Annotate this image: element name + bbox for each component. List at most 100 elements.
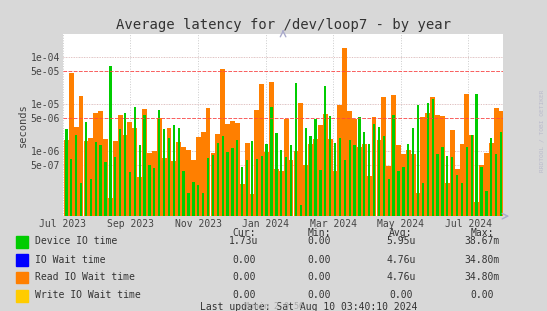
Bar	[397, 171, 400, 216]
Bar	[451, 157, 453, 216]
Bar	[484, 153, 489, 216]
Bar	[181, 147, 186, 216]
Bar	[137, 177, 142, 216]
Bar	[300, 205, 302, 216]
Bar	[313, 139, 318, 216]
Bar	[455, 169, 459, 216]
Bar	[426, 113, 430, 216]
Bar	[74, 128, 79, 216]
Bar	[16, 236, 28, 248]
Bar	[378, 127, 380, 216]
Bar	[500, 132, 502, 216]
Bar	[147, 153, 152, 216]
Bar	[236, 140, 238, 216]
Bar	[113, 141, 118, 216]
Bar	[197, 185, 200, 216]
Bar	[295, 83, 297, 216]
Bar	[446, 156, 449, 216]
Bar	[310, 136, 312, 216]
Bar	[294, 151, 298, 216]
Bar	[441, 147, 444, 216]
Bar	[163, 129, 165, 216]
Text: 0.00: 0.00	[389, 290, 412, 300]
Text: Write IO Wait time: Write IO Wait time	[35, 290, 141, 300]
Bar	[464, 94, 469, 216]
Bar	[417, 105, 419, 216]
Bar	[206, 108, 211, 216]
Bar	[475, 94, 478, 216]
Bar	[94, 113, 98, 216]
Bar	[368, 144, 370, 216]
Bar	[367, 176, 371, 216]
Bar	[138, 145, 141, 216]
Bar	[456, 175, 458, 216]
Bar	[324, 86, 327, 216]
Bar	[188, 193, 190, 216]
Bar	[259, 84, 264, 216]
Bar	[358, 117, 360, 216]
Bar	[329, 116, 331, 216]
Bar	[339, 137, 341, 216]
Bar	[435, 115, 440, 216]
Bar	[225, 124, 230, 216]
Bar	[285, 157, 287, 216]
Bar	[432, 99, 434, 216]
Bar	[231, 148, 234, 216]
Bar	[64, 140, 69, 216]
Bar	[470, 135, 473, 216]
Bar	[245, 143, 249, 216]
Bar	[212, 155, 214, 216]
Bar	[256, 159, 258, 216]
Bar	[230, 121, 235, 216]
Text: 0.00: 0.00	[232, 290, 255, 300]
Text: Last update: Sat Aug 10 03:40:10 2024: Last update: Sat Aug 10 03:40:10 2024	[200, 302, 417, 311]
Text: Cur:: Cur:	[232, 228, 255, 239]
Bar	[226, 151, 229, 216]
Bar	[217, 143, 219, 216]
Bar	[396, 145, 401, 216]
Bar	[16, 290, 28, 302]
Bar	[421, 117, 426, 216]
Bar	[173, 125, 175, 216]
Bar	[240, 184, 245, 216]
Bar	[407, 144, 409, 216]
Bar	[143, 115, 146, 216]
Bar	[124, 113, 126, 216]
Title: Average latency for /dev/loop7 - by year: Average latency for /dev/loop7 - by year	[115, 18, 451, 32]
Bar	[16, 254, 28, 266]
Text: 34.80m: 34.80m	[464, 272, 499, 282]
Text: 0.00: 0.00	[232, 272, 255, 282]
Bar	[133, 107, 136, 216]
Text: Avg:: Avg:	[389, 228, 412, 239]
Text: 4.76u: 4.76u	[386, 272, 416, 282]
Text: 5.95u: 5.95u	[386, 236, 416, 246]
Bar	[123, 135, 127, 216]
Text: 0.00: 0.00	[308, 236, 331, 246]
Bar	[196, 137, 201, 216]
Bar	[465, 147, 468, 216]
Bar	[469, 135, 474, 216]
Bar	[249, 194, 254, 216]
Text: 0.00: 0.00	[308, 272, 331, 282]
Bar	[279, 170, 284, 216]
Bar	[166, 128, 171, 216]
Bar	[440, 116, 445, 216]
Bar	[69, 73, 74, 216]
Bar	[489, 143, 494, 216]
Bar	[490, 138, 492, 216]
Bar	[450, 131, 455, 216]
Bar	[79, 96, 84, 216]
Bar	[158, 110, 160, 216]
Bar	[373, 124, 375, 216]
Bar	[178, 128, 180, 216]
Y-axis label: seconds: seconds	[18, 103, 28, 147]
Bar	[303, 165, 308, 216]
Bar	[176, 142, 181, 216]
Bar	[362, 143, 366, 216]
Bar	[108, 198, 113, 216]
Bar	[392, 115, 395, 216]
Bar	[495, 154, 497, 216]
Text: 0.00: 0.00	[232, 255, 255, 265]
Text: 38.67m: 38.67m	[464, 236, 499, 246]
Bar	[401, 154, 406, 216]
